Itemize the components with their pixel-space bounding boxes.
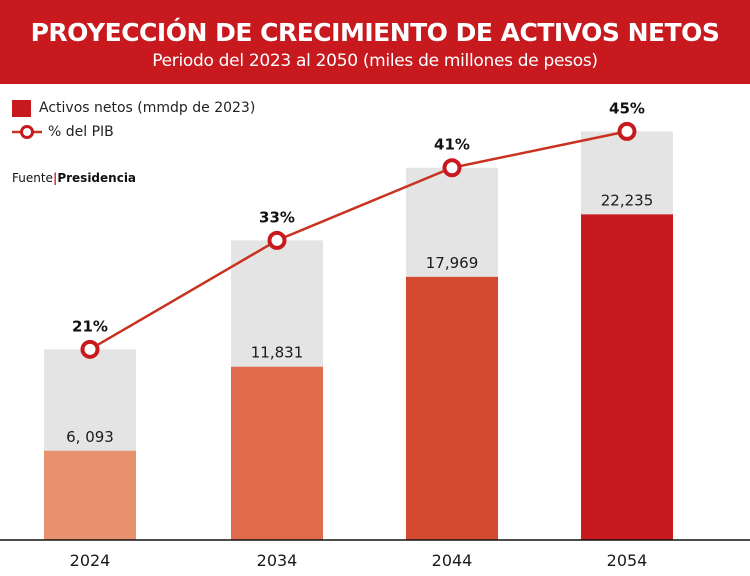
- percent-point-2044: [442, 158, 462, 178]
- value-bar-2034: [231, 366, 323, 540]
- percent-line: [89, 130, 628, 351]
- legend-line-label: % del PIB: [48, 124, 114, 140]
- legend-item-line: % del PIB: [12, 120, 255, 144]
- source-credit: Fuente|Presidencia: [12, 171, 136, 185]
- chart-header: PROYECCIÓN DE CRECIMIENTO DE ACTIVOS NET…: [0, 0, 750, 84]
- percent-point-2054: [617, 121, 637, 141]
- legend-bar-swatch: [12, 99, 31, 117]
- legend-item-bars: Activos netos (mmdp de 2023): [12, 96, 255, 120]
- chart-subtitle: Periodo del 2023 al 2050 (miles de millo…: [152, 51, 598, 71]
- bar-value-label-2034: 11,831: [251, 344, 304, 362]
- legend: Activos netos (mmdp de 2023) % del PIB: [12, 96, 255, 144]
- percent-label-2034: 33%: [259, 208, 295, 226]
- source-name: Presidencia: [57, 171, 137, 185]
- bar-value-label-2054: 22,235: [601, 191, 654, 209]
- value-bar-2044: [406, 276, 498, 540]
- chart-title: PROYECCIÓN DE CRECIMIENTO DE ACTIVOS NET…: [30, 18, 720, 47]
- percent-point-2024: [80, 339, 100, 359]
- x-tick-label-2024: 2024: [70, 551, 111, 570]
- percent-label-2054: 45%: [609, 99, 645, 117]
- value-bar-2024: [44, 450, 136, 540]
- bar-value-label-2044: 17,969: [426, 254, 479, 272]
- x-tick-label-2034: 2034: [257, 551, 298, 570]
- source-separator: |: [52, 171, 58, 185]
- x-tick-label-2044: 2044: [432, 551, 473, 570]
- x-tick-label-2054: 2054: [607, 551, 648, 570]
- value-bar-2054: [581, 214, 673, 540]
- legend-line-marker-icon: [12, 125, 42, 139]
- percent-label-2044: 41%: [434, 136, 470, 154]
- percent-point-2034: [267, 230, 287, 250]
- legend-bars-label: Activos netos (mmdp de 2023): [39, 100, 256, 116]
- source-prefix: Fuente: [12, 171, 53, 185]
- bar-value-label-2024: 6, 093: [66, 428, 114, 446]
- percent-label-2024: 21%: [72, 317, 108, 335]
